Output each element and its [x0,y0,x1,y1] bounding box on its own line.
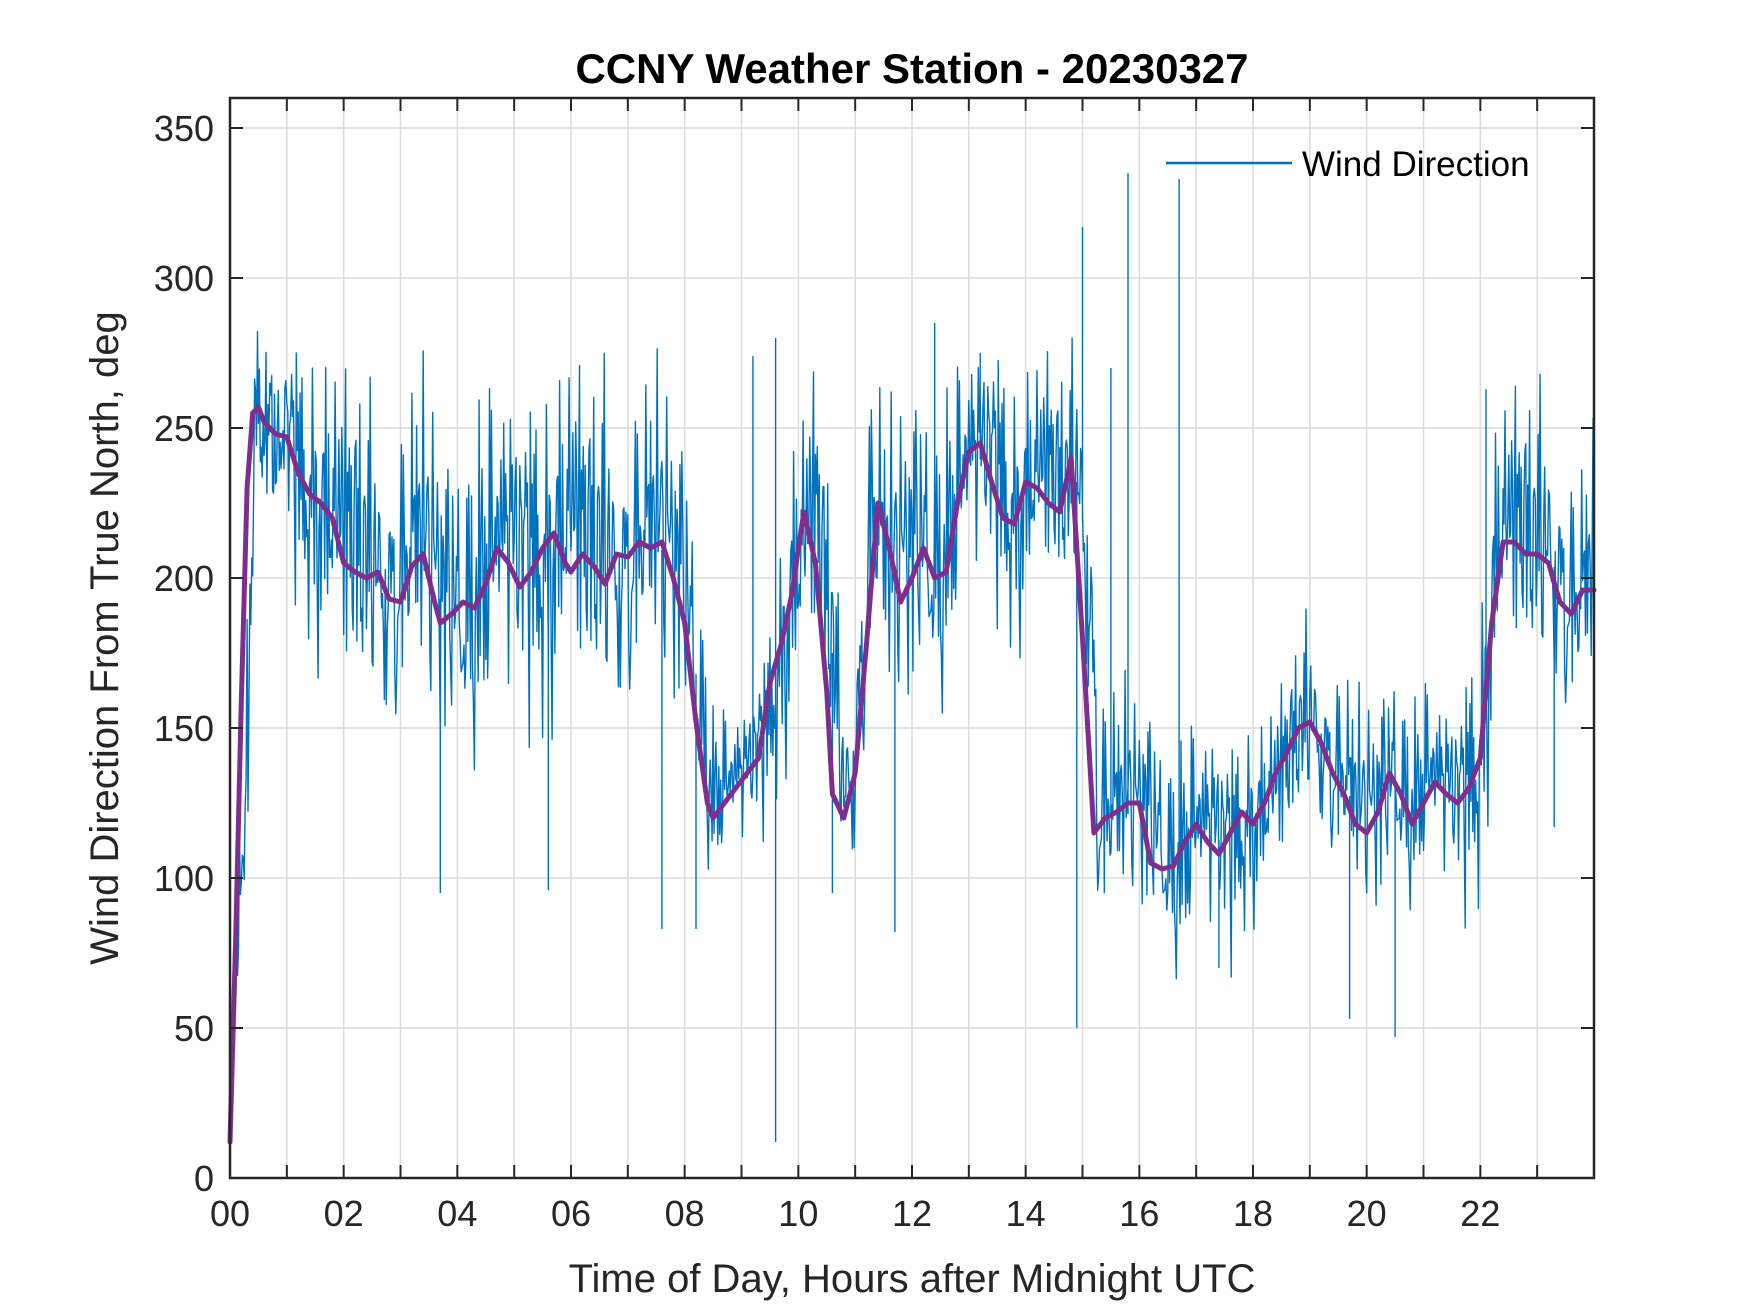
x-tick-label: 08 [665,1193,705,1234]
y-axis-title: Wind Direction From True North, deg [83,311,127,965]
legend-label-wind-direction: Wind Direction [1302,145,1530,184]
x-tick-label: 18 [1233,1193,1273,1234]
axis-ticks [229,98,1595,1179]
series-line-wind-direction [229,173,1595,1151]
chart-title: CCNY Weather Station - 20230327 [575,45,1248,92]
y-tick-label: 200 [154,558,214,599]
y-tick-label: 150 [154,708,214,749]
x-tick-label: 20 [1347,1193,1387,1234]
x-axis-title: Time of Day, Hours after Midnight UTC [569,1257,1256,1301]
x-tick-label: 14 [1006,1193,1046,1234]
y-tick-label: 50 [174,1008,214,1049]
y-tick-label: 0 [194,1158,214,1199]
smoothed-series-group [227,404,1597,1145]
y-tick-label: 350 [154,108,214,149]
x-tick-label: 12 [892,1193,932,1234]
x-tick-label: 04 [437,1193,477,1234]
x-tick-label: 06 [551,1193,591,1234]
series-line-smoothed [227,404,1597,1145]
legend[interactable]: Wind Direction [1166,145,1530,184]
x-tick-label: 02 [324,1193,364,1234]
x-tick-label: 00 [210,1193,250,1234]
y-tick-label: 300 [154,258,214,299]
raw-series-group [229,173,1595,1151]
x-tick-label: 10 [778,1193,818,1234]
y-tick-label: 250 [154,408,214,449]
y-tick-label: 100 [154,858,214,899]
x-tick-labels: 00 02 04 06 08 10 12 14 16 18 20 22 [210,1193,1500,1234]
x-tick-label: 16 [1119,1193,1159,1234]
y-tick-labels: 0 50 100 150 200 250 300 350 [154,108,214,1199]
x-tick-label: 22 [1460,1193,1500,1234]
